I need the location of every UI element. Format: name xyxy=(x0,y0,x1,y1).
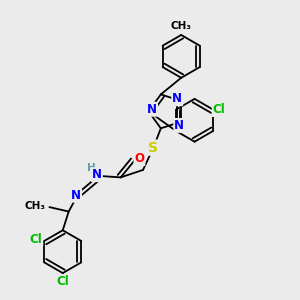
Text: Cl: Cl xyxy=(29,233,42,246)
Text: O: O xyxy=(134,152,144,165)
Text: N: N xyxy=(71,189,81,202)
Text: N: N xyxy=(174,119,184,132)
Text: CH₃: CH₃ xyxy=(25,202,46,212)
Text: N: N xyxy=(172,92,182,105)
Text: CH₃: CH₃ xyxy=(171,21,192,31)
Text: Cl: Cl xyxy=(56,275,69,289)
Text: Cl: Cl xyxy=(213,103,225,116)
Text: S: S xyxy=(148,141,158,154)
Text: N: N xyxy=(92,168,102,181)
Text: N: N xyxy=(147,103,157,116)
Text: H: H xyxy=(87,163,95,172)
